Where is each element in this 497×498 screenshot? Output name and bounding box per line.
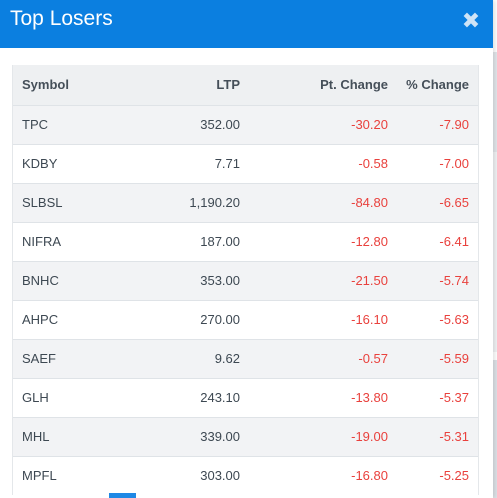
ltp-cell: 352.00 bbox=[200, 117, 240, 132]
pct-change-cell: -7.00 bbox=[439, 156, 469, 171]
scroll-indicator[interactable] bbox=[109, 493, 136, 498]
pt-change-cell: -12.80 bbox=[351, 234, 388, 249]
ltp-cell: 339.00 bbox=[200, 429, 240, 444]
symbol-cell: KDBY bbox=[22, 156, 58, 171]
pct-change-cell: -5.25 bbox=[439, 468, 469, 484]
table-row[interactable]: MHL 339.00 -19.00 -5.31 bbox=[13, 417, 478, 456]
pct-change-cell: -6.41 bbox=[439, 234, 469, 249]
pt-change-cell: -0.58 bbox=[358, 156, 388, 171]
symbol-cell: MHL bbox=[22, 429, 50, 444]
ltp-cell: 7.71 bbox=[214, 156, 240, 171]
pct-change-cell: -6.65 bbox=[439, 195, 469, 210]
ltp-cell: 9.62 bbox=[214, 351, 240, 366]
losers-table-container: Symbol LTP Pt. Change % Change TPC 352.00… bbox=[12, 65, 479, 495]
table-row[interactable]: GLH 243.10 -13.80 -5.37 bbox=[13, 378, 478, 417]
pt-change-cell: -21.50 bbox=[351, 273, 388, 288]
ltp-cell: 187.00 bbox=[200, 234, 240, 249]
background-page-strip bbox=[491, 152, 497, 352]
pct-change-cell: -7.90 bbox=[439, 117, 469, 132]
pt-change-cell: -13.80 bbox=[351, 390, 388, 405]
symbol-cell: SAEF bbox=[22, 351, 56, 366]
ltp-cell: 270.00 bbox=[200, 312, 240, 327]
pct-change-cell: -5.37 bbox=[439, 390, 469, 405]
table-row[interactable]: AHPC 270.00 -16.10 -5.63 bbox=[13, 300, 478, 339]
table-row[interactable]: NIFRA 187.00 -12.80 -6.41 bbox=[13, 222, 478, 261]
pt-change-cell: -19.00 bbox=[351, 429, 388, 444]
modal-header: Top Losers ✖ bbox=[0, 0, 493, 48]
pt-change-cell: -0.57 bbox=[358, 351, 388, 366]
symbol-cell: MPFL bbox=[22, 468, 57, 484]
pct-change-cell: -5.59 bbox=[439, 351, 469, 366]
column-header-pct-change[interactable]: % Change bbox=[406, 77, 469, 93]
modal-title: Top Losers bbox=[10, 7, 113, 30]
pct-change-cell: -5.74 bbox=[439, 273, 469, 288]
table-row[interactable]: KDBY 7.71 -0.58 -7.00 bbox=[13, 144, 478, 183]
background-page-strip bbox=[491, 52, 497, 152]
pt-change-cell: -16.80 bbox=[351, 468, 388, 484]
symbol-cell: SLBSL bbox=[22, 195, 63, 210]
pt-change-cell: -16.10 bbox=[351, 312, 388, 327]
column-header-ltp[interactable]: LTP bbox=[216, 77, 240, 93]
ltp-cell: 243.10 bbox=[200, 390, 240, 405]
table-row[interactable]: MPFL 303.00 -16.80 -5.25 bbox=[13, 456, 478, 495]
symbol-cell: NIFRA bbox=[22, 234, 61, 249]
table-row[interactable]: BNHC 353.00 -21.50 -5.74 bbox=[13, 261, 478, 300]
symbol-cell: AHPC bbox=[22, 312, 59, 327]
table-row[interactable]: SLBSL 1,190.20 -84.80 -6.65 bbox=[13, 183, 478, 222]
column-header-symbol[interactable]: Symbol bbox=[22, 77, 69, 93]
table-header-row: Symbol LTP Pt. Change % Change bbox=[13, 65, 478, 105]
pct-change-cell: -5.31 bbox=[439, 429, 469, 444]
background-page-strip bbox=[491, 360, 497, 498]
pct-change-cell: -5.63 bbox=[439, 312, 469, 327]
pt-change-cell: -84.80 bbox=[351, 195, 388, 210]
symbol-cell: TPC bbox=[22, 117, 48, 132]
losers-table: Symbol LTP Pt. Change % Change TPC 352.00… bbox=[13, 65, 478, 495]
ltp-cell: 303.00 bbox=[200, 468, 240, 484]
pt-change-cell: -30.20 bbox=[351, 117, 388, 132]
table-row[interactable]: TPC 352.00 -30.20 -7.90 bbox=[13, 105, 478, 144]
close-icon[interactable]: ✖ bbox=[461, 8, 481, 33]
column-header-pt-change[interactable]: Pt. Change bbox=[320, 77, 388, 93]
ltp-cell: 1,190.20 bbox=[189, 195, 240, 210]
symbol-cell: GLH bbox=[22, 390, 49, 405]
symbol-cell: BNHC bbox=[22, 273, 59, 288]
ltp-cell: 353.00 bbox=[200, 273, 240, 288]
table-row[interactable]: SAEF 9.62 -0.57 -5.59 bbox=[13, 339, 478, 378]
